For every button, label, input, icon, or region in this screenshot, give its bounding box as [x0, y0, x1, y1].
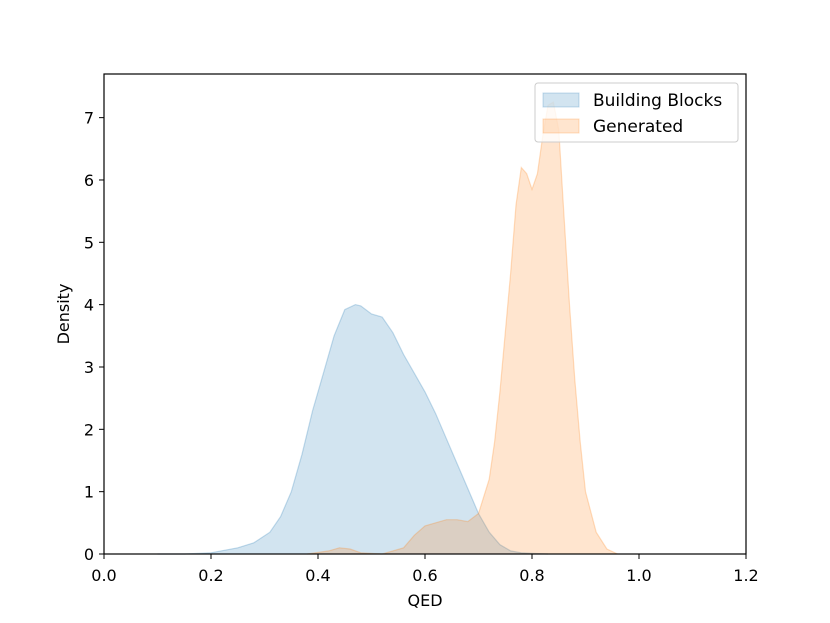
legend-swatch-building-blocks [542, 92, 580, 108]
building-blocks-area [157, 304, 548, 554]
series-layer [157, 101, 618, 555]
y-tick-label: 4 [84, 296, 94, 315]
x-tick-label: 1.0 [626, 566, 651, 585]
y-tick-label: 7 [84, 109, 94, 128]
generated-area [307, 102, 618, 554]
x-tick-label: 0.8 [519, 566, 544, 585]
x-axis-ticks: 0.0 0.2 0.4 0.6 0.8 1.0 1.2 [91, 554, 759, 585]
x-tick-label: 1.2 [733, 566, 758, 585]
y-axis-ticks: 0 1 2 3 4 5 6 7 [84, 109, 104, 564]
legend-label-building-blocks: Building Blocks [593, 91, 722, 111]
x-tick-label: 0.2 [198, 566, 223, 585]
x-axis-label: QED [407, 591, 442, 610]
legend: Building Blocks Generated [534, 82, 739, 143]
building-blocks-line [157, 303, 549, 555]
y-axis-label: Density [54, 284, 73, 345]
x-tick-label: 0.4 [305, 566, 330, 585]
y-tick-label: 6 [84, 171, 94, 190]
legend-box [534, 82, 739, 143]
x-tick-label: 0.6 [412, 566, 437, 585]
legend-swatch-generated [542, 118, 580, 134]
x-tick-label: 0.0 [91, 566, 116, 585]
y-tick-label: 0 [84, 545, 94, 564]
generated-line [307, 101, 618, 555]
y-tick-label: 2 [84, 420, 94, 439]
y-tick-label: 5 [84, 233, 94, 252]
y-tick-label: 1 [84, 483, 94, 502]
legend-label-generated: Generated [593, 117, 683, 137]
y-tick-label: 3 [84, 358, 94, 377]
